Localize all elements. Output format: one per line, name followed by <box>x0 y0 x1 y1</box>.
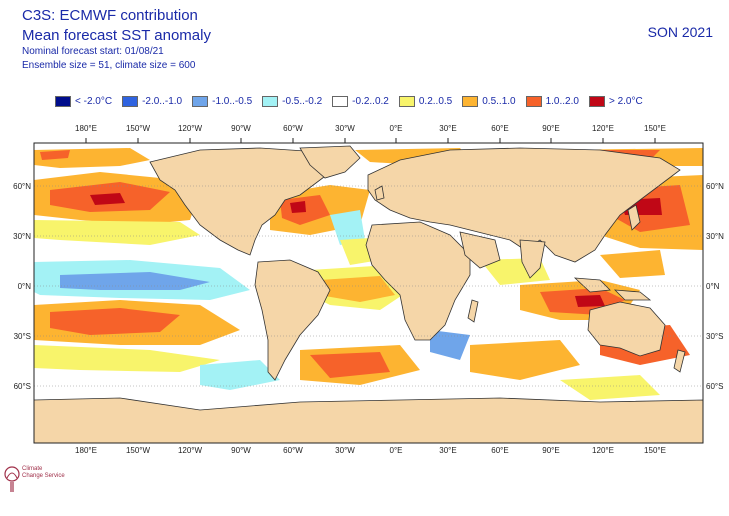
lon-label-bottom: 60°W <box>283 446 303 455</box>
legend-item: -0.5..-0.2 <box>262 95 323 107</box>
legend-label: -0.5..-0.2 <box>282 95 323 107</box>
lon-label-bottom: 30°E <box>439 446 456 455</box>
lat-label-right: 60°N <box>706 182 724 191</box>
legend-label: -0.2..0.2 <box>352 95 389 107</box>
legend-item: -2.0..-1.0 <box>122 95 183 107</box>
legend-label: -1.0..-0.5 <box>212 95 253 107</box>
legend-swatch <box>332 95 349 107</box>
legend-item: -0.2..0.2 <box>332 95 389 107</box>
legend-swatch <box>398 95 415 107</box>
lon-label-bottom: 60°E <box>491 446 508 455</box>
lon-label-top: 120°E <box>592 124 614 133</box>
lon-label-bottom: 150°E <box>644 446 666 455</box>
logo-line1: Climate <box>22 466 43 472</box>
lon-label-top: 180°E <box>75 124 97 133</box>
lon-label-top: 30°W <box>335 124 355 133</box>
lon-label-top: 90°W <box>231 124 251 133</box>
lon-label-bottom: 30°W <box>335 446 355 455</box>
lat-label-right: 60°S <box>706 382 723 391</box>
lat-label-right: 30°S <box>706 332 723 341</box>
lon-label-top: 120°W <box>178 124 203 133</box>
lon-label-top: 150°E <box>644 124 666 133</box>
lat-label-left: 60°N <box>13 182 31 191</box>
lon-label-top: 90°E <box>542 124 559 133</box>
lat-label-left: 30°S <box>14 332 31 341</box>
lat-label-right: 30°N <box>706 232 724 241</box>
logo-text: Climate Change Service <box>22 466 65 480</box>
legend-label: > 2.0°C <box>608 95 643 107</box>
lat-label-left: 0°N <box>18 282 32 291</box>
lon-label-top: 150°W <box>126 124 151 133</box>
lat-label-left: 60°S <box>14 382 31 391</box>
ensemble-size: Ensemble size = 51, climate size = 600 <box>22 60 196 71</box>
legend-swatch <box>525 95 542 107</box>
legend-label: < -2.0°C <box>75 95 113 107</box>
tick-marks <box>85 138 656 143</box>
lon-label-bottom: 90°E <box>542 446 559 455</box>
land-layer <box>34 145 703 443</box>
legend-label: 1.0..2.0 <box>545 95 579 107</box>
legend-item: > 2.0°C <box>588 95 643 107</box>
lon-label-bottom: 120°W <box>178 446 203 455</box>
legend-item: < -2.0°C <box>55 95 113 107</box>
logo-line2: Change Service <box>22 473 65 479</box>
legend-item: 1.0..2.0 <box>525 95 579 107</box>
lon-label-top: 0°E <box>390 124 403 133</box>
lon-label-bottom: 180°E <box>75 446 97 455</box>
legend-swatch <box>262 95 279 107</box>
lon-label-top: 30°E <box>439 124 456 133</box>
graticule <box>34 185 703 387</box>
legend: < -2.0°C -2.0..-1.0 -1.0..-0.5 -0.5..-0.… <box>55 93 653 109</box>
season-label: SON 2021 <box>647 24 713 40</box>
map-frame <box>33 142 704 444</box>
legend-item: -1.0..-0.5 <box>192 95 253 107</box>
legend-swatch <box>462 95 479 107</box>
legend-swatch <box>192 95 209 107</box>
legend-label: 0.5..1.0 <box>482 95 516 107</box>
forecast-start: Nominal forecast start: 01/08/21 <box>22 46 164 57</box>
lon-label-bottom: 120°E <box>592 446 614 455</box>
copernicus-logo: Climate Change Service <box>0 462 120 502</box>
title-line2: Mean forecast SST anomaly <box>22 27 211 44</box>
legend-swatch <box>588 95 605 107</box>
lon-label-bottom: 150°W <box>126 446 151 455</box>
lon-label-bottom: 90°W <box>231 446 251 455</box>
lon-label-bottom: 0°E <box>390 446 403 455</box>
legend-item: 0.5..1.0 <box>462 95 516 107</box>
lon-label-top: 60°W <box>283 124 303 133</box>
legend-label: 0.2..0.5 <box>418 95 453 107</box>
logo-emblem-icon <box>4 466 20 492</box>
legend-swatch <box>122 95 139 107</box>
lon-label-top: 60°E <box>491 124 508 133</box>
legend-swatch <box>55 95 71 107</box>
legend-item: 0.2..0.5 <box>398 95 453 107</box>
title-line1: C3S: ECMWF contribution <box>22 7 198 24</box>
legend-label: -2.0..-1.0 <box>142 95 183 107</box>
lat-label-left: 30°N <box>13 232 31 241</box>
lat-label-right: 0°N <box>706 282 720 291</box>
